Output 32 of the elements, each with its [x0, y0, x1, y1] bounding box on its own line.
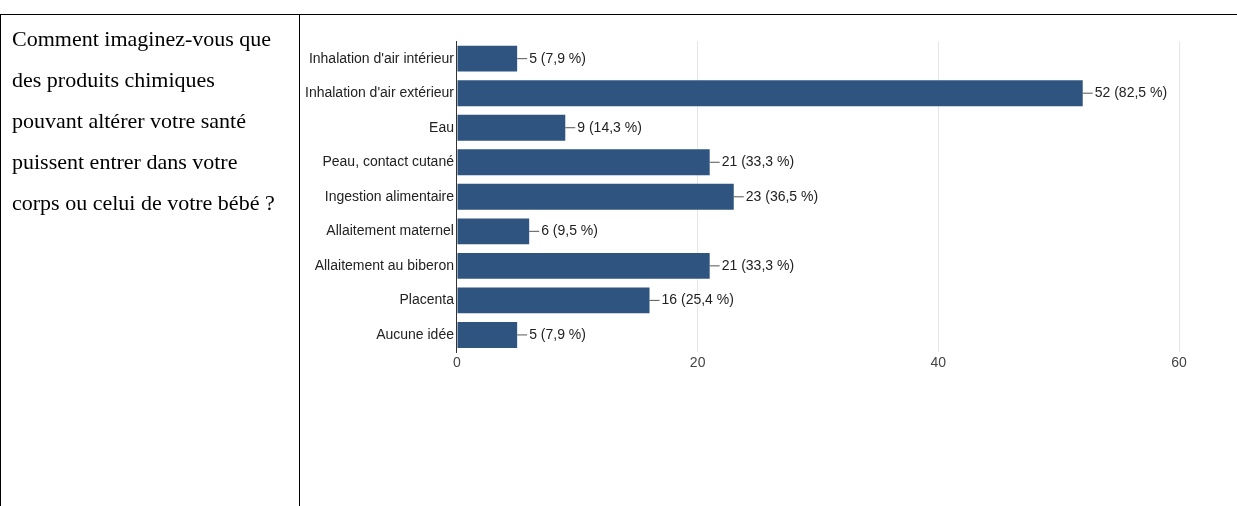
y-tick-label: Ingestion alimentaire: [324, 187, 455, 204]
data-label: 5 (7,9 %): [529, 325, 586, 342]
y-tick-label: Aucune idée: [376, 325, 455, 342]
data-label: 9 (14,3 %): [577, 118, 642, 135]
data-label: 16 (25,4 %): [661, 291, 734, 308]
data-label: 23 (36,5 %): [745, 187, 819, 204]
bar: [457, 149, 710, 176]
y-tick-label: Peau, contact cutané: [322, 153, 455, 170]
bar: [457, 45, 518, 72]
x-tick-label: 20: [689, 354, 706, 371]
bar: [457, 287, 650, 314]
text: Comment imaginez-vous que des produits chimiques pouvant altérer votre santé puissent entrer dans votre corps ou celui de votre bébé ?: [12, 25, 276, 217]
y-tick-label: Inhalation d'air extérieur: [305, 84, 455, 101]
bar: [457, 218, 530, 245]
data-label: 21 (33,3 %): [721, 256, 795, 273]
data-label: 52 (82,5 %): [1094, 84, 1168, 101]
bar: [457, 252, 710, 279]
data-label: 21 (33,3 %): [721, 153, 795, 170]
bar: [457, 114, 566, 141]
data-label: 5 (7,9 %): [529, 49, 586, 66]
y-tick-label: Eau: [429, 118, 454, 135]
y-tick-label: Allaitement au biberon: [314, 256, 454, 273]
x-tick-label: 40: [930, 354, 947, 371]
bar: [457, 183, 734, 210]
data-label: 6 (9,5 %): [541, 222, 598, 239]
y-tick-label: Placenta: [399, 291, 455, 308]
y-tick-label: Inhalation d'air intérieur: [308, 49, 455, 66]
x-tick-label: 60: [1171, 354, 1187, 371]
x-tick-label: 0: [453, 354, 462, 371]
bar: [457, 321, 518, 348]
y-tick-label: Allaitement maternel: [326, 222, 454, 239]
bar: [457, 80, 1083, 107]
